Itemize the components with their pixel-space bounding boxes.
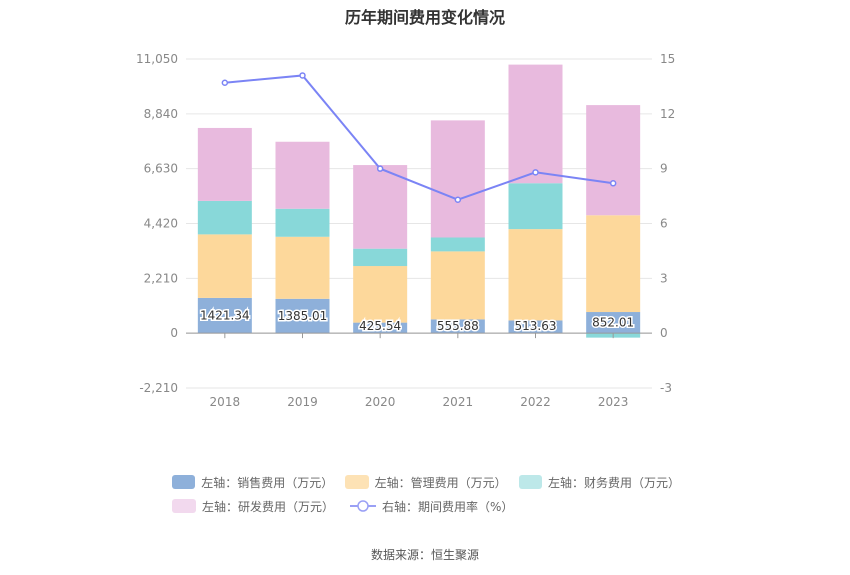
x-tick-label: 2019 (287, 395, 318, 409)
rate-point (609, 180, 617, 187)
bar-admin (508, 229, 563, 321)
y-right-tick-label: 12 (660, 107, 675, 121)
y-left-tick-label: 2,210 (144, 271, 178, 285)
bar-sales (586, 312, 641, 334)
bar-finance (430, 237, 485, 252)
bar-finance (508, 183, 563, 230)
y-right-tick-label: 15 (660, 52, 675, 66)
rate-point (299, 72, 306, 79)
chart-title: 历年期间费用变化情况 (344, 8, 505, 27)
legend-swatch-rnd-icon (172, 499, 196, 513)
data-labels: 1421.34 1385.01 425.54 555.88 513.63 852.01 (199, 307, 636, 335)
legend-item-sales[interactable]: 左轴：销售费用（万元） (172, 474, 334, 491)
bar-rnd (586, 105, 641, 216)
chart-plot: -2,210 0 2,210 4,420 6,630 8,840 11,050 -3 0 3 6 9 1… (136, 52, 675, 409)
rate-point (376, 165, 384, 172)
bar-admin (275, 236, 330, 299)
data-label: 1385.01 (278, 309, 328, 323)
x-tick-label: 2022 (520, 395, 551, 409)
grid-lines (186, 58, 652, 389)
data-label: 1421.34 (200, 309, 250, 323)
legend-item-rate[interactable]: 右轴：期间费用率（%） (350, 498, 513, 515)
bar-admin (430, 251, 485, 320)
legend-swatch-finance-icon (518, 475, 542, 489)
rate-line (221, 72, 617, 203)
y-right-tick-label: -3 (660, 381, 672, 395)
bar-rnd (275, 141, 330, 209)
rate-point (532, 169, 539, 176)
y-left-tick-label: 0 (170, 326, 178, 340)
bar-finance (197, 200, 252, 235)
legend-swatch-sales-icon (172, 475, 196, 489)
data-label: 425.54 (359, 319, 401, 333)
y-left-tick-label: -2,210 (139, 381, 178, 395)
x-tick-label: 2023 (598, 395, 629, 409)
data-label: 555.88 (437, 319, 479, 333)
rate-point (454, 196, 462, 203)
legend-item-finance[interactable]: 左轴：财务费用（万元） (518, 474, 680, 491)
legend-line-circle-icon (350, 500, 377, 512)
legend: 左轴：销售费用（万元） 左轴：管理费用（万元） 左轴：财务费用（万元） 左轴：研… (172, 470, 692, 518)
y-right-tick-label: 3 (660, 271, 668, 285)
y-left-tick-label: 11,050 (136, 52, 178, 66)
legend-label-admin: 左轴：管理费用（万元） (374, 475, 507, 490)
axes: -2,210 0 2,210 4,420 6,630 8,840 11,050 -3 0 3 6 9 1… (136, 52, 675, 409)
bar-finance (275, 208, 330, 237)
bar-sales (275, 298, 330, 334)
x-tick-label: 2020 (365, 395, 396, 409)
legend-item-rnd[interactable]: 左轴：研发费用（万元） (172, 498, 334, 515)
y-left-tick-label: 4,420 (144, 217, 178, 231)
rate-point (221, 79, 229, 87)
bars (197, 64, 641, 338)
data-label: 852.01 (592, 316, 634, 330)
legend-label-sales: 左轴：销售费用（万元） (201, 475, 334, 490)
bar-rnd (508, 64, 563, 184)
y-left-tick-label: 8,840 (144, 107, 178, 121)
legend-item-admin[interactable]: 左轴：管理费用（万元） (345, 474, 507, 491)
bar-sales (353, 322, 408, 334)
rate-line-path (224, 74, 614, 201)
bar-admin (197, 234, 252, 298)
legend-swatch-admin-icon (345, 475, 369, 489)
bar-finance (353, 248, 408, 267)
bar-rnd (353, 165, 408, 249)
bar-admin (586, 215, 641, 313)
y-right-tick-label: 6 (660, 217, 668, 231)
bar-sales (430, 319, 485, 334)
y-right-tick-label: 9 (660, 162, 668, 176)
y-left-tick-label: 6,630 (144, 162, 178, 176)
legend-label-rnd: 左轴：研发费用（万元） (202, 499, 335, 514)
bar-sales (508, 320, 563, 334)
data-label: 513.63 (515, 319, 557, 333)
bar-admin (353, 266, 408, 323)
bar-rnd (430, 120, 485, 238)
data-source: 数据来源：恒生聚源 (370, 548, 479, 562)
y-right-tick-label: 0 (660, 326, 668, 340)
legend-label-finance: 左轴：财务费用（万元） (547, 475, 680, 490)
bar-sales (197, 297, 252, 334)
x-tick-label: 2018 (210, 395, 241, 409)
bar-rnd (197, 127, 252, 201)
x-tick-label: 2021 (443, 395, 474, 409)
legend-label-rate: 右轴：期间费用率（%） (382, 499, 514, 514)
